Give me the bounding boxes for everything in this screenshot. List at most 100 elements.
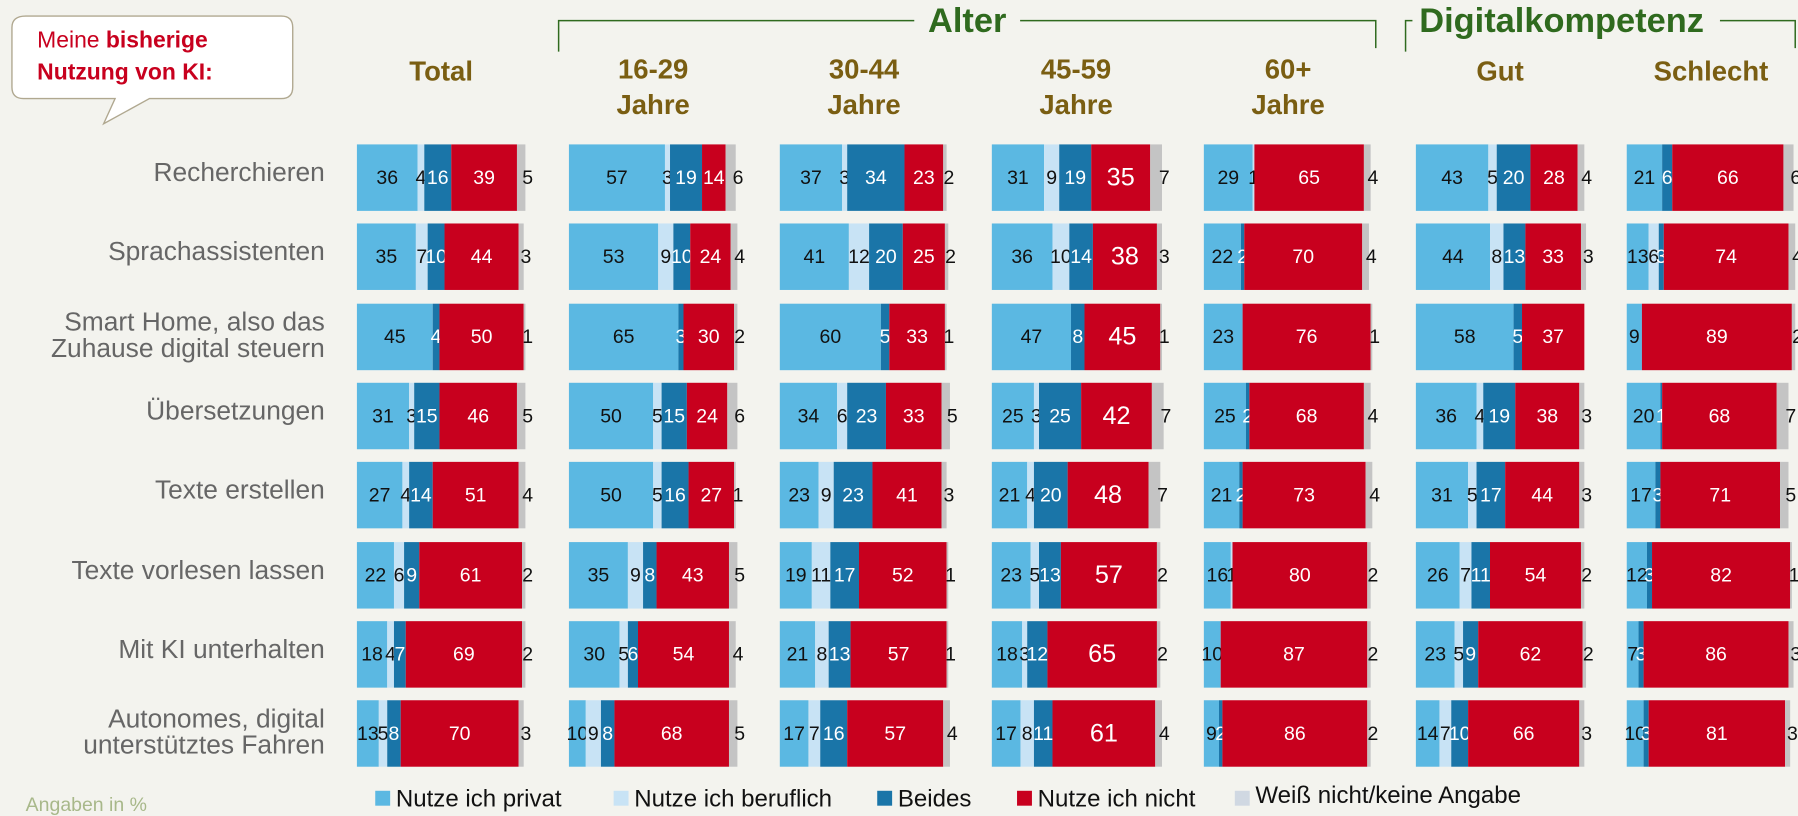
bar-segment [568,461,654,529]
bar-segment [1490,223,1504,290]
bar-segment [1203,223,1241,290]
data-label: 74 [1715,246,1737,268]
data-label: 4 [1581,167,1592,189]
bar-segment [1220,621,1368,688]
data-label: 4 [1368,167,1379,189]
bar-segment [1626,144,1663,211]
data-label: 5 [1029,565,1040,587]
data-label: 37 [800,167,822,189]
data-label: 3 [1641,723,1652,745]
data-label: 3 [1583,246,1594,268]
bar-segment [393,542,405,609]
bar-segment [818,461,834,529]
bar-segment [779,621,816,688]
data-label: 29 [1217,167,1239,189]
data-label: 2 [734,326,745,348]
legend-swatch [613,790,629,806]
bar-segment [828,621,851,688]
data-label: 9 [821,484,832,506]
data-label: 13 [357,723,379,745]
bar-segment [1643,621,1789,688]
bar-segment [889,303,945,371]
bar-segment [1033,382,1040,450]
bar-segment [393,621,406,688]
data-label: 13 [1627,246,1649,268]
data-label: 9 [1465,644,1476,666]
data-label: 10 [1050,246,1072,268]
bar-segment [1580,542,1585,609]
data-label: 4 [1474,405,1485,427]
bar-segment [991,542,1031,609]
bar-segment [686,382,728,450]
bar-segment [1203,461,1240,529]
data-label: 14 [703,167,725,189]
data-label: 10 [567,723,589,745]
data-label: 70 [1292,246,1314,268]
data-label: 62 [1520,644,1542,666]
data-label: 6 [837,405,848,427]
bar-segment [1478,621,1583,688]
data-label: 23 [913,167,935,189]
bar-segment [880,303,890,371]
callout-box [11,15,294,126]
footnote: Angaben in % [26,794,147,816]
data-label: 4 [1025,484,1036,506]
data-label: 42 [1102,402,1130,430]
data-label: 16 [664,484,686,506]
legend-label: Nutze ich beruflich [634,785,832,812]
data-label: 21 [999,484,1021,506]
data-label: 31 [372,405,394,427]
bar-segment [439,382,517,450]
data-label: 5 [880,326,891,348]
bar-segment [1155,700,1162,767]
bar-segment [356,542,394,609]
data-label: 81 [1706,723,1728,745]
bar-segment [1363,382,1371,450]
data-label: 12 [1026,644,1048,666]
data-label: 26 [1427,565,1449,587]
bar-segment [842,144,848,211]
data-label: 7 [416,246,427,268]
bar-segment [1244,223,1363,290]
bar-segment [1059,144,1092,211]
data-label: 6 [628,644,639,666]
category-label: Mit KI unterhalten [118,634,324,664]
bar-segment [1156,223,1162,290]
data-label: 61 [460,565,482,587]
panel-title: Schlecht [1654,56,1769,87]
data-label: 19 [675,167,697,189]
bar-segment [730,223,738,290]
data-label: 8 [817,644,828,666]
data-label: 3 [521,723,532,745]
bar-segment [779,542,812,609]
data-label: 46 [467,405,489,427]
category-label: Autonomes, digital [108,703,325,733]
data-label: 34 [798,405,820,427]
data-label: 4 [1366,246,1377,268]
data-label: 19 [1064,167,1086,189]
data-label: 6 [1662,167,1673,189]
data-label: 2 [1792,326,1798,348]
bar-segment [451,144,517,211]
data-label: 17 [995,723,1017,745]
data-label: 24 [696,405,718,427]
data-label: 4 [733,644,744,666]
bar-segment [1580,223,1587,290]
bar-segment [728,621,736,688]
data-label: 1 [943,326,954,348]
data-label: 6 [1790,167,1798,189]
bar-segment [1415,382,1477,450]
bar-segment [444,223,519,290]
bar-segment [1052,700,1156,767]
bar-segment [522,542,526,609]
data-label: 23 [856,405,878,427]
bar-segment [614,700,729,767]
bar-segment [1638,621,1644,688]
bar-segment [1022,621,1028,688]
data-label: 9 [660,246,671,268]
data-label: 1 [1369,326,1380,348]
data-label: 65 [613,326,635,348]
data-label: 6 [1648,246,1659,268]
category-label: Sprachassistenten [108,236,325,266]
data-label: 52 [892,565,914,587]
